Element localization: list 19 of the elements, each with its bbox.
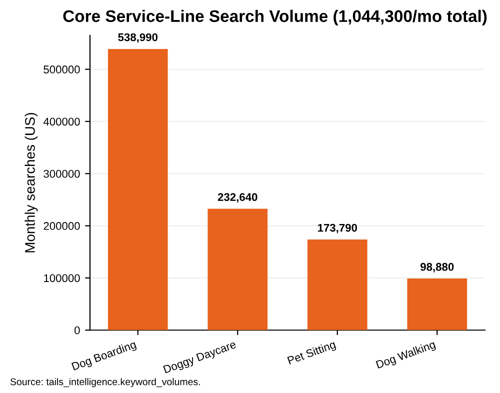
data-label: 98,880 <box>420 262 454 272</box>
data-label: 173,790 <box>318 224 357 234</box>
data-label: 232,640 <box>218 193 258 203</box>
y-tick-label: 0 <box>74 326 80 334</box>
x-tick-label: Pet Sitting <box>287 340 337 367</box>
y-tick-label: 300000 <box>44 170 80 178</box>
y-tick-label: 200000 <box>44 222 80 230</box>
bar <box>208 208 268 330</box>
source-note: Source: tails_intelligence.keyword_volumes. <box>10 378 200 388</box>
y-axis-title: Monthly searches (US) <box>24 112 38 252</box>
bar <box>307 239 368 330</box>
bar <box>108 48 168 330</box>
data-label: 538,990 <box>118 33 158 43</box>
y-tick-label: 500000 <box>44 66 80 74</box>
y-tick-label: 100000 <box>44 274 80 282</box>
chart-title: Core Service-Line Search Volume (1,044,300/mo total) <box>63 10 487 26</box>
y-tick-label: 400000 <box>43 118 80 126</box>
x-tick-label: Dog Walking <box>376 340 436 371</box>
bar <box>407 278 468 330</box>
